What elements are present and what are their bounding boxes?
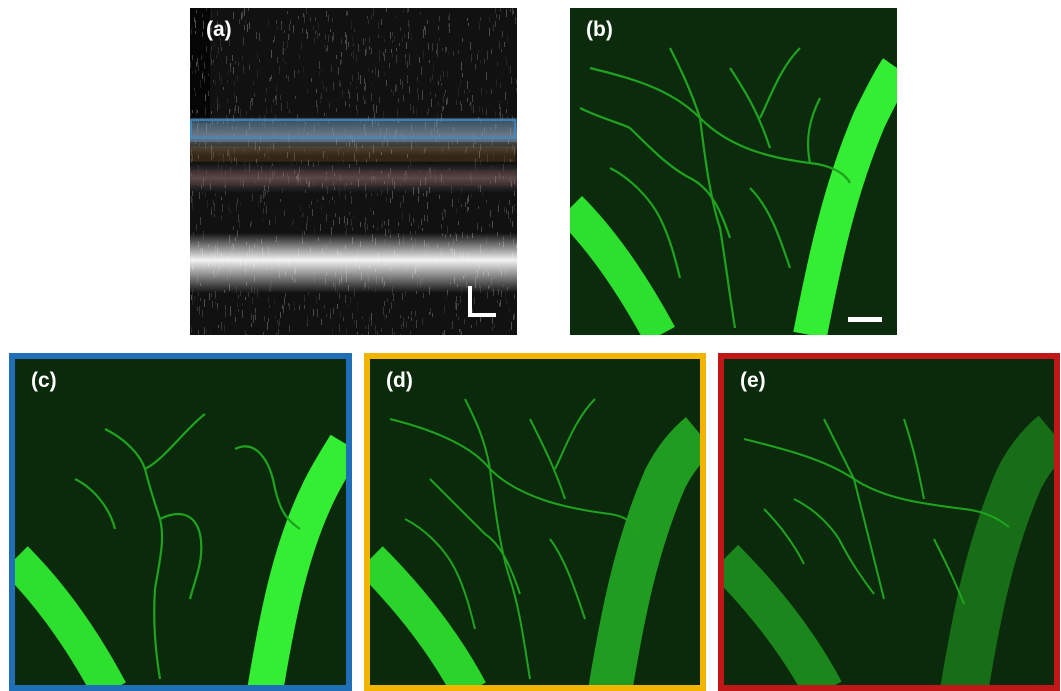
roi-blue xyxy=(190,119,516,139)
panel-e: (e) xyxy=(718,353,1060,691)
roi-red xyxy=(190,170,516,186)
panel-label-d: (d) xyxy=(386,369,413,392)
roi-orange xyxy=(190,146,516,162)
panel-a: (a) xyxy=(190,8,517,335)
angiogram-image-e xyxy=(724,359,1054,685)
scale-bar xyxy=(468,286,496,317)
angiogram-image-d xyxy=(370,359,700,685)
panel-b: (b) xyxy=(570,8,897,335)
panel-label-c: (c) xyxy=(31,369,57,392)
panel-label-e: (e) xyxy=(740,369,766,392)
panel-c: (c) xyxy=(9,353,352,691)
oct-cross-section-image xyxy=(190,8,517,335)
angiogram-image-c xyxy=(15,359,346,685)
speckle-texture xyxy=(190,8,517,335)
angiogram-image-b xyxy=(570,8,897,335)
panel-label-b: (b) xyxy=(586,18,613,41)
panel-d: (d) xyxy=(364,353,706,691)
scale-bar xyxy=(848,317,882,322)
panel-label-a: (a) xyxy=(206,18,232,41)
